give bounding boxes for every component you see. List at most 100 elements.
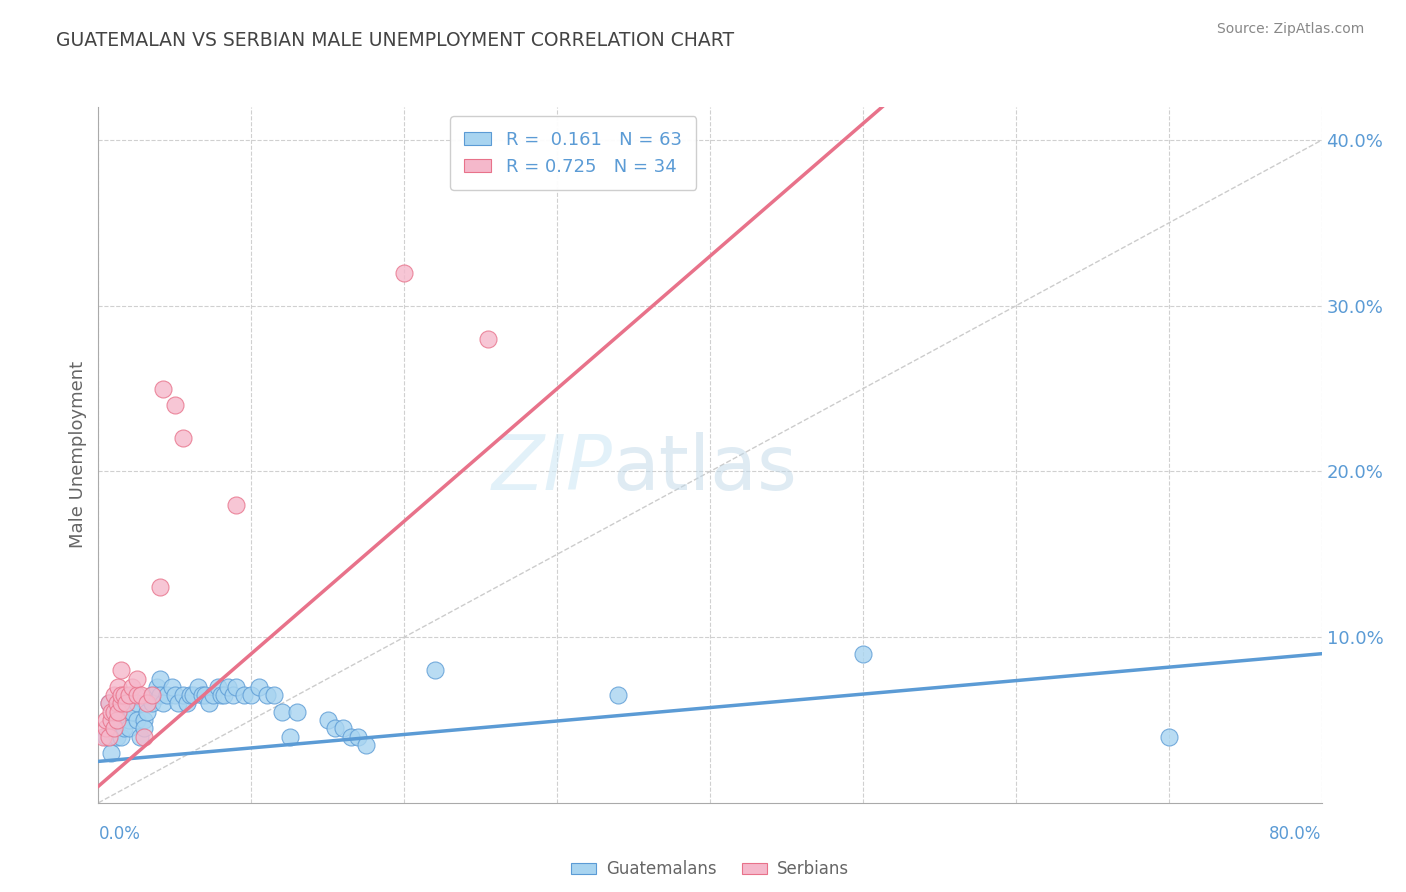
Point (105, 697, 128, 711)
Point (209, 688, 232, 702)
Point (112, 721, 135, 735)
Point (100, 746, 122, 760)
Point (98, 697, 121, 711)
Point (172, 688, 194, 702)
Text: GUATEMALAN VS SERBIAN MALE UNEMPLOYMENT CORRELATION CHART: GUATEMALAN VS SERBIAN MALE UNEMPLOYMENT … (56, 31, 734, 50)
Point (167, 697, 190, 711)
Point (115, 697, 138, 711)
Point (149, 688, 172, 702)
Point (607, 688, 630, 702)
Point (191, 688, 214, 702)
Point (212, 688, 235, 702)
Point (103, 705, 125, 719)
Text: atlas: atlas (612, 432, 797, 506)
Point (316, 713, 339, 727)
Point (225, 498, 247, 512)
Point (176, 697, 198, 711)
Point (134, 713, 156, 727)
Point (125, 688, 148, 702)
Point (141, 688, 163, 702)
Point (152, 382, 174, 396)
Point (121, 680, 143, 694)
Point (136, 697, 159, 711)
Point (110, 713, 132, 727)
Point (332, 721, 354, 735)
Point (118, 688, 141, 702)
Point (98, 697, 121, 711)
Point (172, 431, 194, 445)
Point (136, 705, 159, 719)
Point (134, 721, 156, 735)
Point (477, 332, 499, 346)
Point (156, 688, 179, 702)
Point (202, 688, 225, 702)
Point (270, 705, 292, 719)
Point (285, 705, 308, 719)
Point (128, 730, 150, 744)
Point (125, 672, 148, 686)
Point (103, 713, 125, 727)
Point (100, 705, 122, 719)
Point (207, 680, 229, 694)
Point (181, 688, 204, 702)
Point (125, 713, 148, 727)
Point (263, 688, 285, 702)
Text: Source: ZipAtlas.com: Source: ZipAtlas.com (1216, 22, 1364, 37)
Point (852, 647, 875, 661)
Point (103, 721, 125, 735)
Point (240, 688, 263, 702)
Point (118, 721, 141, 735)
Point (179, 688, 201, 702)
Point (152, 697, 174, 711)
Point (94, 721, 117, 735)
Point (94, 713, 117, 727)
Point (134, 730, 156, 744)
Point (163, 398, 186, 412)
Point (256, 688, 278, 702)
Point (103, 721, 125, 735)
Point (222, 688, 245, 702)
Point (141, 688, 163, 702)
Point (110, 663, 132, 677)
Point (110, 697, 132, 711)
Point (110, 730, 132, 744)
Point (121, 705, 143, 719)
Point (347, 730, 370, 744)
Point (278, 730, 301, 744)
Point (217, 680, 239, 694)
Point (107, 680, 129, 694)
Point (163, 688, 186, 702)
Text: 0.0%: 0.0% (98, 825, 141, 843)
Point (100, 713, 122, 727)
Point (1157, 730, 1180, 744)
Point (149, 581, 172, 595)
Point (141, 697, 163, 711)
Point (149, 672, 172, 686)
Point (125, 697, 148, 711)
Point (194, 688, 217, 702)
Point (247, 680, 270, 694)
Text: 80.0%: 80.0% (1270, 825, 1322, 843)
Point (107, 705, 129, 719)
Point (354, 738, 377, 752)
Point (112, 688, 135, 702)
Y-axis label: Male Unemployment: Male Unemployment (69, 361, 87, 549)
Point (91, 730, 114, 744)
Point (145, 680, 167, 694)
Point (94, 730, 117, 744)
Point (105, 713, 128, 727)
Point (197, 697, 219, 711)
Point (225, 680, 247, 694)
Point (423, 663, 446, 677)
Point (160, 680, 183, 694)
Point (118, 713, 141, 727)
Legend: Guatemalans, Serbians: Guatemalans, Serbians (564, 854, 856, 885)
Point (339, 730, 361, 744)
Point (392, 266, 416, 280)
Point (103, 688, 125, 702)
Point (110, 688, 132, 702)
Point (105, 730, 128, 744)
Point (98, 730, 121, 744)
Text: ZIP: ZIP (491, 432, 612, 506)
Point (187, 680, 209, 694)
